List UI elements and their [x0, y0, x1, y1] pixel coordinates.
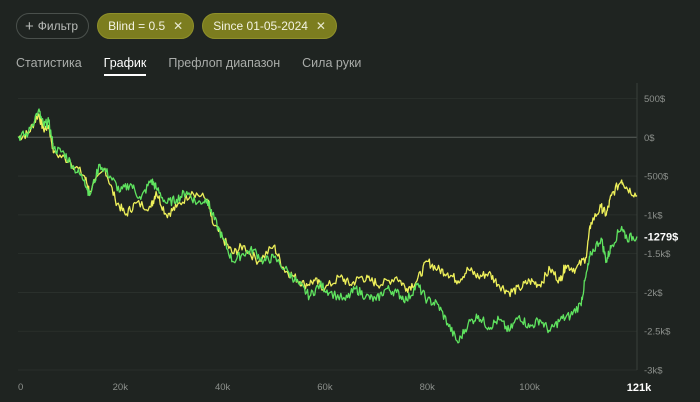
tab-hand-strength[interactable]: Сила руки	[302, 56, 362, 70]
filter-chip-blind[interactable]: Blind = 0.5 ✕	[97, 13, 195, 39]
filter-chip-since[interactable]: Since 01-05-2024 ✕	[202, 13, 337, 39]
x-tick-label: 60k	[317, 382, 333, 393]
x-axis-labels: 0 20k 40k 60k 80k 100k	[18, 382, 540, 393]
current-value-label: -1279$	[644, 232, 678, 244]
tab-statistics[interactable]: Статистика	[16, 56, 82, 70]
y-tick-label: -3k$	[644, 366, 663, 377]
y-tick-label: 500$	[644, 94, 666, 105]
filter-bar: + Фильтр Blind = 0.5 ✕ Since 01-05-2024 …	[16, 13, 337, 39]
y-tick-label: 0$	[644, 133, 655, 144]
y-tick-label: -1k$	[644, 210, 663, 221]
series-line-green	[17, 108, 638, 344]
chart-lines	[17, 108, 638, 344]
y-tick-label: -500$	[644, 172, 669, 183]
filter-chip-label: Since 01-05-2024	[213, 19, 308, 33]
y-tick-label: -1.5k$	[644, 249, 671, 260]
y-axis-labels: 500$ 0$ -500$ -1k$ -1.5k$ -2k$ -2.5k$ -3k$	[644, 94, 671, 376]
filter-chip-label: Blind = 0.5	[108, 19, 166, 33]
y-tick-label: -2.5k$	[644, 327, 671, 338]
plus-icon: +	[25, 17, 34, 35]
close-icon[interactable]: ✕	[315, 19, 326, 33]
x-tick-label: 40k	[215, 382, 231, 393]
chart-grid	[18, 83, 638, 371]
close-icon[interactable]: ✕	[173, 19, 184, 33]
x-tick-label: 100k	[519, 382, 540, 393]
x-tick-label: 0	[18, 382, 23, 393]
series-line-yellow	[17, 113, 638, 298]
tab-graph[interactable]: График	[103, 56, 147, 76]
tab-bar: Статистика График Префлоп диапазон Сила …	[16, 56, 383, 76]
x-tick-label: 20k	[113, 382, 129, 393]
y-tick-label: -2k$	[644, 288, 663, 299]
add-filter-label: Фильтр	[37, 19, 79, 33]
x-axis-max-label: 121k	[627, 382, 652, 394]
tab-preflop-range[interactable]: Префлоп диапазон	[168, 56, 281, 70]
x-tick-label: 80k	[420, 382, 436, 393]
add-filter-button[interactable]: + Фильтр	[16, 13, 90, 39]
